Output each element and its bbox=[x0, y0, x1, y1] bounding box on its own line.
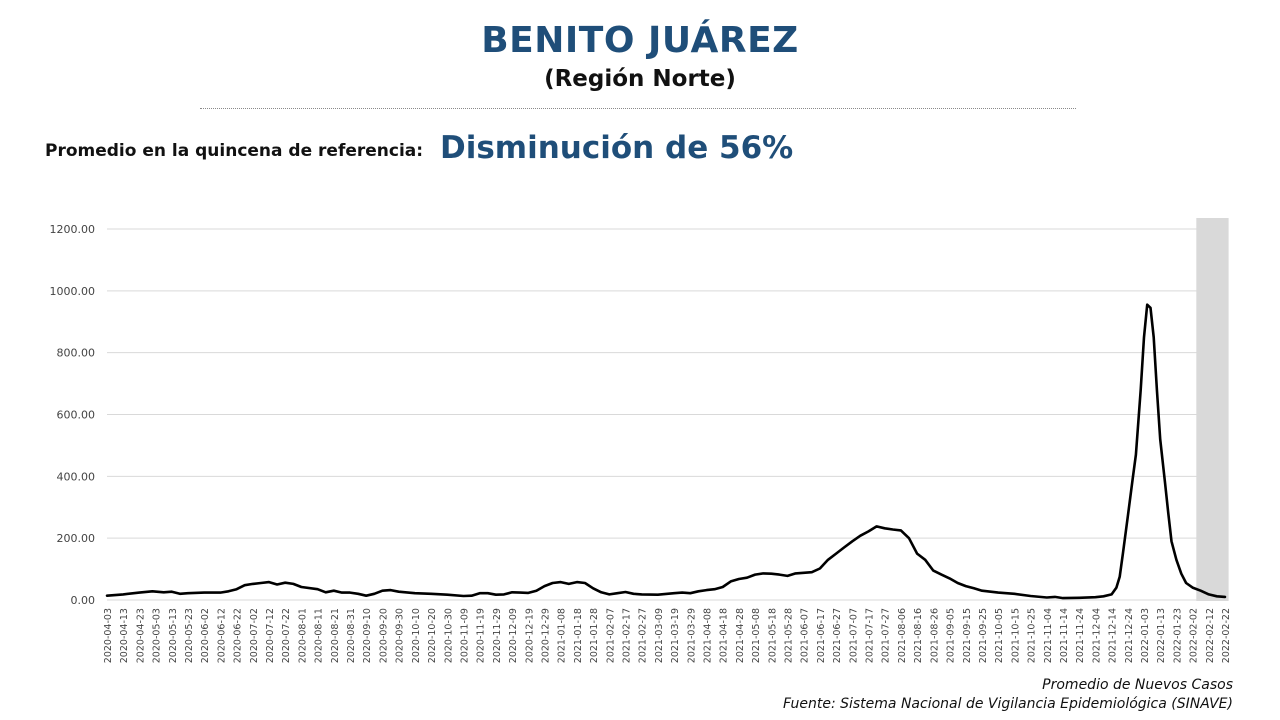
x-tick-label: 2021-04-28 bbox=[735, 608, 746, 663]
x-tick-label: 2020-07-22 bbox=[281, 608, 292, 663]
x-tick-label: 2020-10-10 bbox=[411, 608, 422, 663]
x-tick-label: 2020-10-30 bbox=[443, 608, 454, 663]
x-tick-label: 2021-08-06 bbox=[897, 608, 908, 663]
x-tick-label: 2022-02-12 bbox=[1205, 608, 1216, 663]
x-tick-label: 2020-06-02 bbox=[200, 608, 211, 663]
x-tick-label: 2020-09-10 bbox=[362, 608, 373, 663]
x-tick-label: 2021-12-14 bbox=[1108, 608, 1119, 663]
x-tick-label: 2020-04-13 bbox=[119, 608, 130, 663]
x-tick-label: 2021-06-27 bbox=[832, 608, 843, 663]
x-tick-label: 2021-09-05 bbox=[946, 608, 957, 663]
x-tick-label: 2021-06-17 bbox=[816, 608, 827, 663]
reference-label: Promedio en la quincena de referencia: bbox=[45, 141, 424, 161]
x-tick-label: 2022-02-02 bbox=[1189, 608, 1200, 663]
x-tick-label: 2021-11-14 bbox=[1059, 608, 1070, 663]
x-tick-label: 2020-06-12 bbox=[216, 608, 227, 663]
x-tick-label: 2021-09-25 bbox=[978, 608, 989, 663]
x-tick-label: 2020-07-02 bbox=[249, 608, 260, 663]
x-tick-label: 2021-08-26 bbox=[929, 608, 940, 663]
x-tick-label: 2020-11-29 bbox=[492, 608, 503, 663]
y-tick-label: 1200.00 bbox=[50, 223, 96, 236]
x-tick-label: 2021-02-17 bbox=[621, 608, 632, 663]
x-tick-label: 2020-08-31 bbox=[346, 608, 357, 663]
x-tick-label: 2021-04-18 bbox=[719, 608, 730, 663]
x-tick-label: 2020-08-21 bbox=[330, 608, 341, 663]
y-tick-label: 0.00 bbox=[71, 594, 96, 607]
x-tick-label: 2022-01-23 bbox=[1172, 608, 1183, 663]
x-tick-label: 2021-03-09 bbox=[654, 608, 665, 663]
x-tick-label: 2021-05-08 bbox=[751, 608, 762, 663]
x-tick-label: 2021-07-27 bbox=[881, 608, 892, 663]
y-tick-label: 200.00 bbox=[57, 532, 96, 545]
x-tick-label: 2020-05-03 bbox=[152, 608, 163, 663]
y-tick-label: 600.00 bbox=[57, 409, 96, 422]
x-tick-label: 2020-08-01 bbox=[297, 608, 308, 663]
x-tick-label: 2021-08-16 bbox=[913, 608, 924, 663]
x-tick-label: 2021-11-24 bbox=[1075, 608, 1086, 663]
x-tick-label: 2021-07-07 bbox=[848, 608, 859, 663]
page-subtitle: (Región Norte) bbox=[544, 66, 736, 92]
x-tick-label: 2020-08-11 bbox=[314, 608, 325, 663]
cases-line-chart: 0.00 200.00 400.00 600.00 800.00 1000.00 1200.… bbox=[50, 218, 1232, 663]
source-caption: Fuente: Sistema Nacional de Vigilancia E… bbox=[783, 696, 1233, 712]
x-tick-label: 2021-03-29 bbox=[686, 608, 697, 663]
x-tick-label: 2020-11-19 bbox=[476, 608, 487, 663]
x-tick-label: 2021-02-27 bbox=[638, 608, 649, 663]
x-tick-label: 2020-07-12 bbox=[265, 608, 276, 663]
x-tick-label: 2021-10-25 bbox=[1027, 608, 1038, 663]
x-tick-label: 2020-12-29 bbox=[540, 608, 551, 663]
x-tick-label: 2021-10-15 bbox=[1010, 608, 1021, 663]
x-tick-label: 2020-09-20 bbox=[378, 608, 389, 663]
x-tick-label: 2022-01-03 bbox=[1140, 608, 1151, 663]
x-tick-label: 2020-04-23 bbox=[135, 608, 146, 663]
x-tick-label: 2020-05-13 bbox=[168, 608, 179, 663]
x-tick-label: 2022-01-13 bbox=[1156, 608, 1167, 663]
x-tick-label: 2022-02-22 bbox=[1221, 608, 1232, 663]
cases-series-line bbox=[105, 303, 1227, 600]
x-tick-label: 2020-10-20 bbox=[427, 608, 438, 663]
x-tick-label: 2020-11-09 bbox=[459, 608, 470, 663]
y-tick-label: 800.00 bbox=[57, 347, 96, 360]
x-tick-label: 2021-09-15 bbox=[962, 608, 973, 663]
x-tick-label: 2020-05-23 bbox=[184, 608, 195, 663]
x-tick-label: 2021-11-04 bbox=[1043, 608, 1054, 663]
y-tick-label: 1000.00 bbox=[50, 285, 96, 298]
x-tick-label: 2020-09-30 bbox=[395, 608, 406, 663]
reference-period-band bbox=[1196, 218, 1229, 601]
x-tick-label: 2021-07-17 bbox=[865, 608, 876, 663]
x-tick-label: 2021-01-18 bbox=[573, 608, 584, 663]
x-tick-label: 2020-12-09 bbox=[508, 608, 519, 663]
x-tick-label: 2021-05-28 bbox=[784, 608, 795, 663]
x-tick-label: 2020-12-19 bbox=[524, 608, 535, 663]
y-tick-label: 400.00 bbox=[57, 470, 96, 483]
x-tick-label: 2021-12-04 bbox=[1091, 608, 1102, 663]
x-tick-label: 2021-10-05 bbox=[994, 608, 1005, 663]
x-tick-label: 2021-12-24 bbox=[1124, 608, 1135, 663]
x-tick-label: 2021-05-18 bbox=[767, 608, 778, 663]
x-tick-label: 2021-02-07 bbox=[605, 608, 616, 663]
page-title: BENITO JUÁREZ bbox=[481, 20, 799, 61]
x-tick-label: 2021-01-28 bbox=[589, 608, 600, 663]
x-tick-label: 2020-04-03 bbox=[103, 608, 114, 663]
reference-value: Disminución de 56% bbox=[440, 130, 794, 166]
series-caption: Promedio de Nuevos Casos bbox=[1042, 677, 1233, 693]
x-tick-label: 2021-06-07 bbox=[800, 608, 811, 663]
title-divider bbox=[200, 108, 1076, 109]
x-tick-label: 2021-04-08 bbox=[703, 608, 714, 663]
x-tick-label: 2021-03-19 bbox=[670, 608, 681, 663]
x-tick-label: 2020-06-22 bbox=[233, 608, 244, 663]
x-tick-label: 2021-01-08 bbox=[557, 608, 568, 663]
